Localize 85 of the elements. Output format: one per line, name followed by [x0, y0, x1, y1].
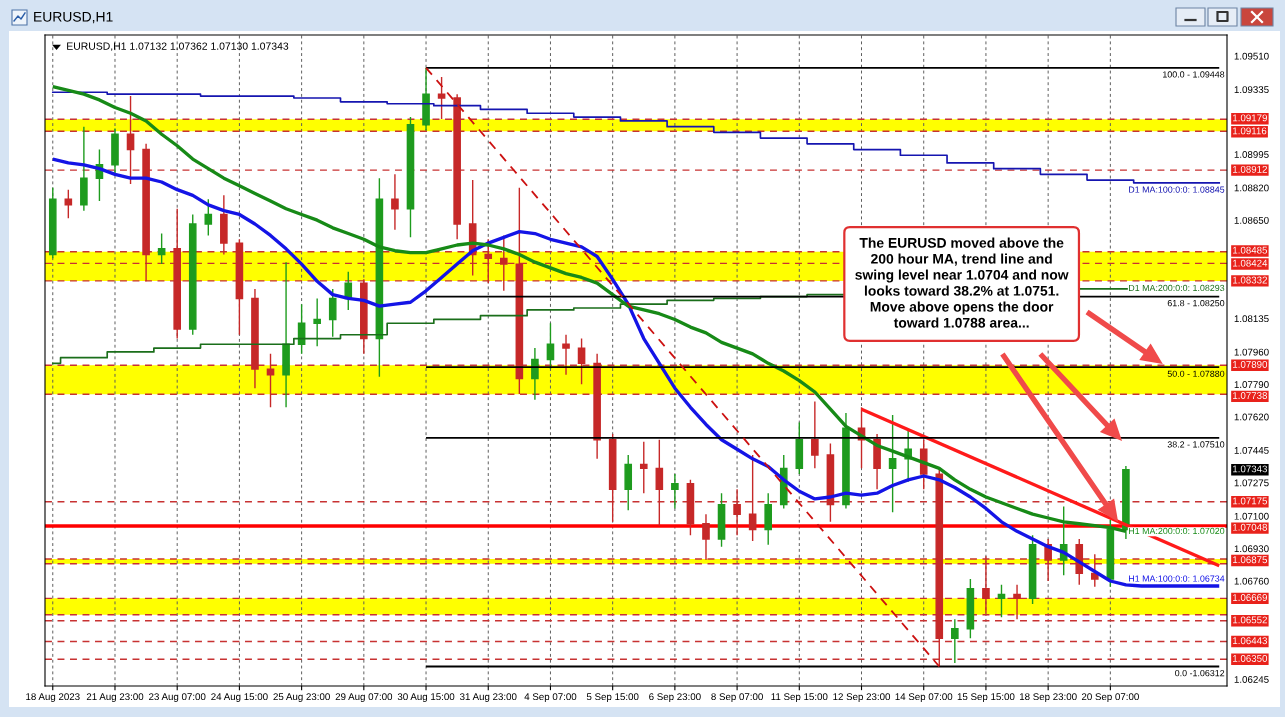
text: EURUSD,H1 1.07132 1.07362 1.07130 1.07343	[67, 42, 289, 52]
series-label: H1 MA:200:0:0: 1.07020	[1129, 527, 1225, 535]
candlestick	[80, 125, 88, 212]
series-label: H1 MA:100:0:0: 1.06734	[1129, 575, 1225, 582]
x-tick-label: 4 Sep 07:00	[524, 693, 577, 703]
ref-line-label: 1.07738	[1233, 392, 1268, 399]
ref-line-label: 1.06875	[1233, 556, 1268, 564]
candlestick	[328, 288, 337, 338]
candlestick	[951, 618, 959, 664]
candlestick	[811, 400, 819, 470]
ref-line-label: 1.07890	[1233, 361, 1268, 368]
x-tick-label: 18 Aug 2023	[26, 693, 80, 703]
candlestick	[624, 454, 633, 512]
chart-title: EURUSD,H1	[34, 11, 113, 24]
ref-line-label: 1.06669	[1233, 594, 1267, 601]
candlestick	[64, 188, 73, 219]
candlestick	[764, 492, 773, 546]
y-tick-label: 1.07100	[1234, 512, 1269, 520]
ref-line-label: 1.08424	[1233, 259, 1268, 267]
candlestick	[406, 116, 415, 239]
candlestick	[391, 173, 399, 231]
candlestick	[795, 421, 804, 475]
x-tick-label: 12 Sep 23:00	[833, 693, 891, 703]
line-series	[51, 84, 1128, 534]
y-tick-label: 1.06930	[1234, 545, 1269, 553]
candlestick	[282, 261, 290, 408]
candlestick	[1122, 465, 1130, 540]
candlestick	[188, 213, 197, 336]
ref-line-label: 1.07175	[1233, 497, 1268, 505]
candlestick	[111, 127, 119, 176]
x-tick-label: 5 Sep 15:00	[586, 693, 639, 703]
y-tick-label: 1.08135	[1234, 315, 1269, 323]
annotation: The EURUSD moved above the 200 hour MA, trend line and swing level near 1.0704 and now looks toward 38.2% at 1.0751. Move above opens the door toward 1.0788 area...	[855, 237, 1069, 328]
y-tick-label: 1.09510	[1234, 52, 1269, 60]
x-tick-label: 24 Aug 15:00	[211, 693, 268, 703]
ref-line-label: 1.06552	[1233, 616, 1267, 624]
ref-line-label: 1.07048	[1233, 523, 1268, 531]
y-tick-label: 1.06760	[1234, 577, 1269, 585]
candlestick	[1028, 534, 1037, 605]
y-tick-label: 1.08650	[1234, 216, 1269, 224]
x-tick-label: 20 Sep 07:00	[1081, 693, 1139, 703]
x-tick-label: 14 Sep 07:00	[895, 693, 953, 703]
series-label: 100.0 - 1.09448	[1163, 71, 1225, 78]
x-tick-label: 21 Aug 23:00	[86, 693, 144, 703]
series-label: 61.8 - 1.08250	[1167, 299, 1225, 307]
candlestick	[313, 297, 321, 347]
series-label: D1 MA:200:0:0: 1.08293	[1129, 284, 1225, 292]
candlestick	[966, 578, 975, 639]
ref-line-label: 1.08332	[1233, 276, 1267, 284]
x-tick-label: 6 Sep 23:00	[649, 693, 701, 703]
ref-line-label: 1.08485	[1233, 246, 1268, 254]
candlestick	[204, 198, 213, 237]
x-tick-label: 25 Aug 23:00	[273, 693, 330, 703]
y-tick-label: 1.07620	[1234, 413, 1269, 421]
x-tick-label: 23 Aug 07:00	[149, 693, 206, 703]
ref-line-label: 1.08912	[1233, 165, 1267, 173]
x-tick-label: 15 Sep 15:00	[957, 693, 1015, 703]
candlestick	[842, 412, 850, 510]
series-label: D1 MA:100:0:0: 1.08845	[1129, 186, 1225, 193]
x-tick-label: 29 Aug 07:00	[335, 693, 393, 703]
y-tick-label: 1.08820	[1234, 184, 1269, 192]
text: 1.07343	[1233, 465, 1268, 473]
x-tick-label: 8 Sep 07:00	[711, 693, 763, 703]
y-tick-label: 1.06245	[1234, 676, 1269, 683]
series-label: 50.0 - 1.07880	[1167, 370, 1225, 377]
candlestick	[48, 187, 57, 260]
series-label: 38.2 - 1.07510	[1167, 441, 1225, 448]
candlestick	[717, 492, 726, 548]
candlestick	[531, 347, 539, 401]
x-tick-label: 11 Sep 15:00	[771, 693, 828, 703]
y-tick-label: 1.08995	[1234, 151, 1269, 158]
x-tick-label: 30 Aug 15:00	[397, 693, 455, 703]
y-tick-label: 1.07960	[1234, 348, 1269, 356]
ref-line-label: 1.06443	[1233, 637, 1268, 645]
series-label: 0.0 -1.06312	[1175, 669, 1225, 677]
ref-line-label: 1.06350	[1233, 655, 1268, 662]
ref-line-label: 1.09179	[1233, 114, 1267, 122]
x-tick-label: 31 Aug 23:00	[459, 693, 517, 703]
ref-line-label: 1.09116	[1233, 127, 1267, 135]
candlestick	[671, 473, 679, 510]
x-tick-label: 18 Sep 23:00	[1019, 693, 1077, 703]
y-tick-label: 1.07790	[1234, 381, 1269, 388]
y-tick-label: 1.07275	[1234, 479, 1269, 487]
y-tick-label: 1.09335	[1234, 86, 1269, 94]
y-tick-label: 1.07445	[1234, 446, 1269, 454]
